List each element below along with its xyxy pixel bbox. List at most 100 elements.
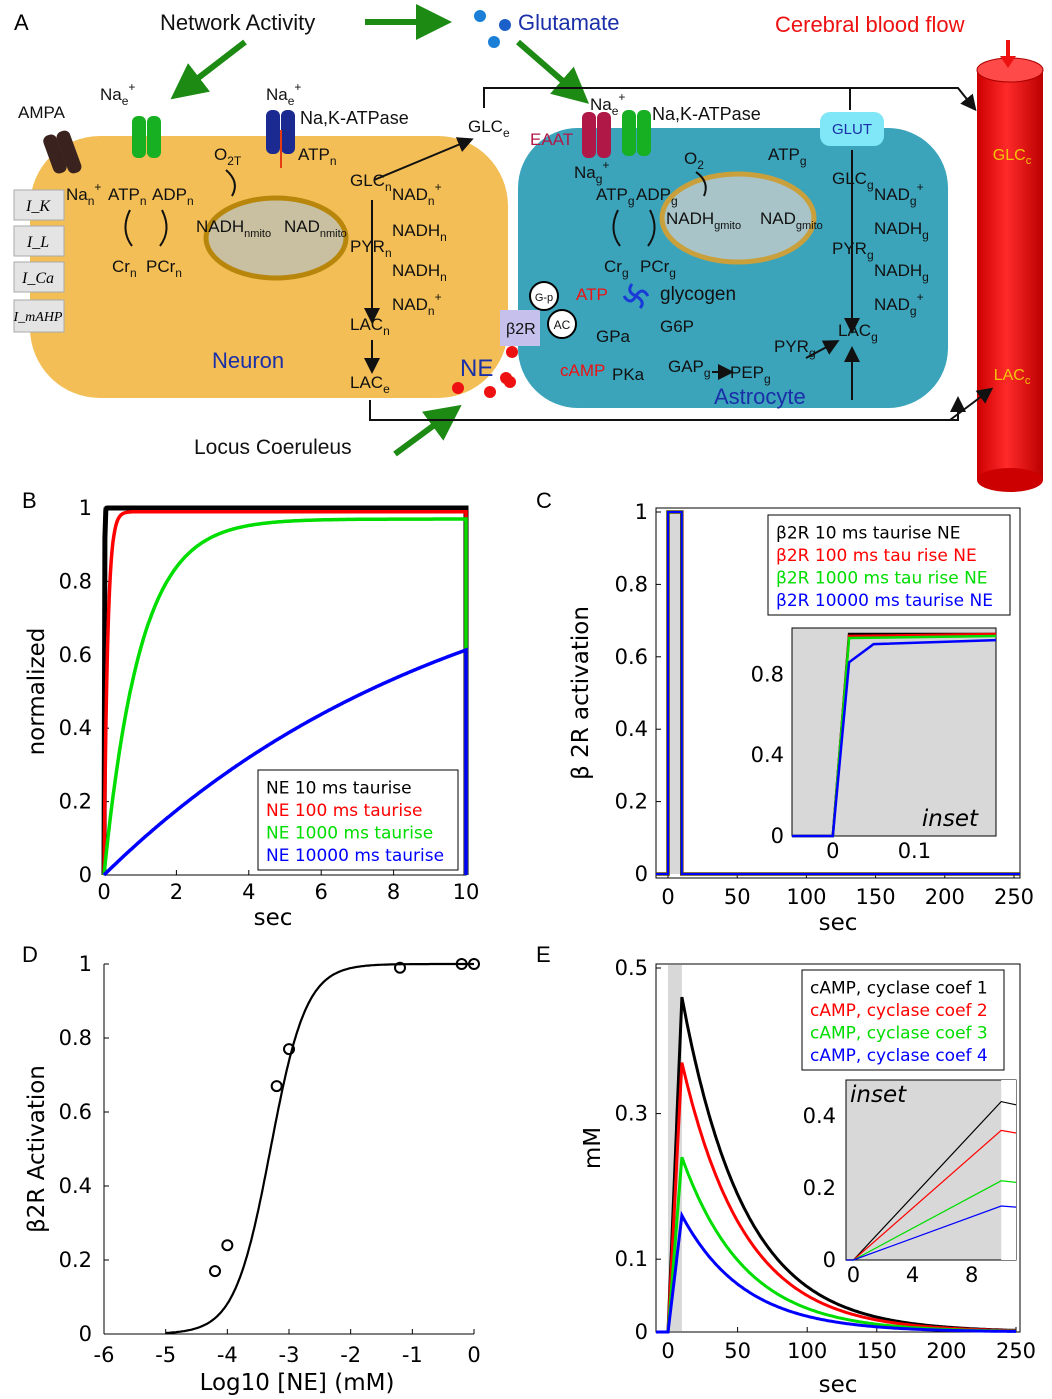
current-imahp: I_mAHP <box>13 310 63 325</box>
svg-text:PKa: PKa <box>612 365 645 384</box>
b2r-receptor-icon <box>500 281 577 346</box>
data-point <box>221 1239 234 1252</box>
svg-text:PEPg: PEPg <box>730 363 771 386</box>
svg-text:ATPn: ATPn <box>298 145 337 168</box>
x-tick-label: -5 <box>155 1343 176 1367</box>
panel-c: C 0 50 100 150 200 250 0 0.2 0.4 0.6 0.8 1 sec β 2R a… <box>536 488 1034 936</box>
network-activity-label: Network Activity <box>160 10 315 35</box>
y-tick-label: 1 <box>79 952 92 976</box>
atp-red-label: ATP <box>576 285 608 304</box>
data-point <box>468 958 480 970</box>
svg-text:PCrg: PCrg <box>640 257 676 280</box>
current-ik: I_K <box>25 198 51 215</box>
inset-x-tick-label: 4 <box>906 1263 919 1287</box>
legend-entry: β2R 10000 ms taurise NE <box>776 591 993 611</box>
svg-text:NADHg: NADHg <box>874 219 929 242</box>
x-tick-label: -2 <box>340 1343 361 1367</box>
glut-label: GLUT <box>832 121 872 138</box>
svg-text:NADg+: NADg+ <box>874 180 924 208</box>
x-axis-label: Log10 [NE] (mM) <box>200 1370 395 1396</box>
ne-dots <box>452 346 518 398</box>
x-axis-label: sec <box>254 905 293 931</box>
svg-text:Nae+: Nae+ <box>266 80 301 108</box>
current-ica: I_Ca <box>21 270 54 287</box>
nak-neuron-label: Na,K-ATPase <box>300 108 409 128</box>
glutamate-dot <box>474 10 486 22</box>
x-tick-label: 2 <box>170 880 183 904</box>
y-tick-label: 0 <box>79 863 92 887</box>
glutamate-dot <box>499 19 511 31</box>
x-tick-label: 50 <box>724 1339 751 1363</box>
camp-label: cAMP <box>560 361 605 380</box>
inset-y-tick-label: 0.4 <box>803 1104 836 1128</box>
plot-frame <box>655 507 1021 879</box>
y-tick-label: 0 <box>635 1320 648 1344</box>
na-channel-astro-icon <box>622 110 651 156</box>
panel-a: A GLCc LACc Network Activity Glutamate C… <box>13 4 1044 492</box>
current-boxes: I_K I_L I_Ca I_mAHP <box>13 189 65 333</box>
x-tick-label: 0 <box>661 885 674 909</box>
glutamate-dot <box>488 36 500 48</box>
y-tick-label: 0.4 <box>59 1174 92 1198</box>
y-tick-label: 0.2 <box>59 790 92 814</box>
x-tick-label: 6 <box>315 880 328 904</box>
y-tick-label: 1 <box>635 500 648 524</box>
inset-y-tick-label: 0.4 <box>751 743 784 767</box>
x-tick-label: -4 <box>217 1343 238 1367</box>
series-line <box>656 511 1020 875</box>
y-tick-label: 0.6 <box>59 1100 92 1124</box>
x-axis-label: sec <box>819 910 858 936</box>
svg-text:LACe: LACe <box>350 373 390 396</box>
y-tick-label: 0.8 <box>59 1026 92 1050</box>
svg-text:LACc: LACc <box>994 367 1031 387</box>
x-tick-label: 250 <box>996 1339 1036 1363</box>
legend-entry: cAMP, cyclase coef 2 <box>810 1001 988 1021</box>
data-point <box>394 961 406 974</box>
b2r-label: β2R <box>506 321 536 338</box>
x-tick-label: -3 <box>279 1343 300 1367</box>
inset-label: inset <box>922 806 979 832</box>
data-point <box>455 958 468 970</box>
x-tick-label: 4 <box>242 880 255 904</box>
svg-text:GLCc: GLCc <box>993 147 1032 167</box>
y-tick-label: 0.8 <box>59 569 92 593</box>
glycogen-icon <box>622 283 650 310</box>
svg-text:GAPg: GAPg <box>668 357 711 380</box>
legend-entry: β2R 100 ms tau rise NE <box>776 546 977 566</box>
legend-entry: cAMP, cyclase coef 1 <box>810 979 988 999</box>
ac-label: AC <box>554 318 571 332</box>
inset-frame <box>845 1079 1017 1261</box>
svg-text:NADHg: NADHg <box>874 261 929 284</box>
panel-letter-b: B <box>22 488 37 513</box>
svg-text:ADPn: ADPn <box>152 185 194 208</box>
neuron-mitochondrion <box>203 195 349 281</box>
inset-y-tick-label: 0 <box>823 1248 836 1272</box>
svg-text:PYRn: PYRn <box>350 237 392 260</box>
inset-y-tick-label: 0 <box>771 824 784 848</box>
x-tick-label: 150 <box>856 885 896 909</box>
current-il: I_L <box>26 234 49 251</box>
na-channel-icon <box>132 116 161 158</box>
svg-text:PCrn: PCrn <box>146 257 182 280</box>
legend-entry: β2R 10 ms taurise NE <box>776 524 961 544</box>
panel-letter-e: E <box>536 942 551 967</box>
series-line <box>102 509 468 876</box>
data-point <box>283 1043 295 1056</box>
inset-x-tick-label: 0 <box>826 839 839 863</box>
y-tick-label: 0.4 <box>59 716 92 740</box>
series-line <box>102 517 468 876</box>
data-point <box>270 1080 283 1093</box>
y-tick-label: 0.5 <box>615 956 648 980</box>
eaat-label: EAAT <box>530 130 573 149</box>
plot-frame <box>655 963 1021 1333</box>
svg-text:ATPg: ATPg <box>768 145 807 168</box>
nak-atpase-icon <box>266 110 295 168</box>
panel-e: E 0 50 100 150 200 250 0 0.1 0.3 0.5 sec mM cAMP, cy… <box>536 942 1036 1398</box>
legend-entry: NE 10000 ms taurise <box>266 846 444 866</box>
x-tick-label: 200 <box>926 1339 966 1363</box>
x-tick-label: -6 <box>94 1343 115 1367</box>
x-tick-label: 8 <box>387 880 400 904</box>
legend-box <box>767 514 1011 616</box>
y-tick-label: 0.1 <box>615 1247 648 1271</box>
